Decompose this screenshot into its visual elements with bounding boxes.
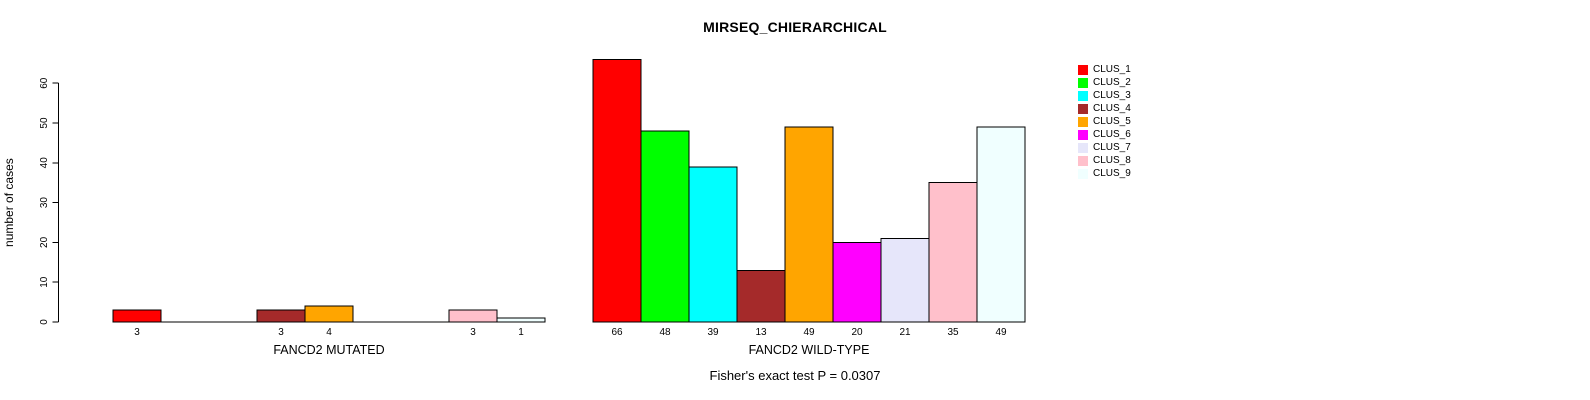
bar-value-label: 49 <box>995 327 1007 338</box>
legend-swatch <box>1078 116 1088 127</box>
y-tick-label: 60 <box>39 77 50 89</box>
legend-swatch <box>1078 129 1088 140</box>
y-tick-label: 30 <box>39 197 50 209</box>
bar-clus_9-group1 <box>496 317 546 323</box>
legend-label: CLUS_8 <box>1093 155 1131 166</box>
legend-swatch <box>1078 77 1088 88</box>
bar-value-label: 20 <box>851 327 863 338</box>
legend-label: CLUS_4 <box>1093 103 1131 114</box>
bar-clus_7-group2 <box>880 237 930 323</box>
y-tick-label: 0 <box>39 319 50 325</box>
bar-value-label: 66 <box>611 327 623 338</box>
legend-swatch <box>1078 142 1088 153</box>
bar-clus_2-group2 <box>640 130 690 323</box>
bar-clus_8-group1 <box>448 309 498 323</box>
bar-clus_4-group1 <box>256 309 306 323</box>
chart-title: MIRSEQ_CHIERARCHICAL <box>703 19 887 35</box>
legend-item: CLUS_7 <box>1078 141 1131 154</box>
legend-item: CLUS_4 <box>1078 102 1131 115</box>
legend-item: CLUS_1 <box>1078 63 1131 76</box>
bar-clus_9-group2 <box>976 126 1026 323</box>
legend-label: CLUS_5 <box>1093 116 1131 127</box>
bar-value-label: 3 <box>470 327 476 338</box>
fisher-test-annotation: Fisher's exact test P = 0.0307 <box>709 368 881 383</box>
group-label-1: FANCD2 MUTATED <box>273 343 384 357</box>
legend-label: CLUS_3 <box>1093 90 1131 101</box>
y-tick-label: 40 <box>39 157 50 169</box>
legend: CLUS_1 CLUS_2 CLUS_3 CLUS_4 CLUS_5 CLUS_6 CLUS… <box>1078 63 1131 180</box>
legend-swatch <box>1078 155 1088 166</box>
legend-item: CLUS_6 <box>1078 128 1131 141</box>
y-axis-label: number of cases <box>2 158 16 247</box>
group-label-2: FANCD2 WILD-TYPE <box>749 343 870 357</box>
bar-value-label: 21 <box>899 327 911 338</box>
bar-value-label: 39 <box>707 327 719 338</box>
legend-label: CLUS_7 <box>1093 142 1131 153</box>
bar-clus_1-group2 <box>592 58 642 323</box>
bar-clus_5-group2 <box>784 126 834 323</box>
bar-value-label: 35 <box>947 327 959 338</box>
legend-item: CLUS_8 <box>1078 154 1131 167</box>
bar-value-label: 3 <box>134 327 140 338</box>
legend-label: CLUS_6 <box>1093 129 1131 140</box>
bar-value-label: 4 <box>326 327 332 338</box>
legend-item: CLUS_9 <box>1078 167 1131 180</box>
legend-label: CLUS_2 <box>1093 77 1131 88</box>
bar-value-label: 3 <box>278 327 284 338</box>
bar-clus_6-group2 <box>832 241 882 323</box>
bar-clus_8-group2 <box>928 182 978 323</box>
bar-value-label: 49 <box>803 327 815 338</box>
bar-clus_1-group1 <box>112 309 162 323</box>
legend-label: CLUS_1 <box>1093 64 1131 75</box>
y-tick-label: 10 <box>39 276 50 288</box>
legend-item: CLUS_3 <box>1078 89 1131 102</box>
y-tick-label: 50 <box>39 117 50 129</box>
legend-swatch <box>1078 168 1088 179</box>
legend-swatch <box>1078 90 1088 101</box>
bar-value-label: 48 <box>659 327 671 338</box>
bar-clus_4-group2 <box>736 269 786 323</box>
legend-item: CLUS_2 <box>1078 76 1131 89</box>
legend-swatch <box>1078 103 1088 114</box>
bar-value-label: 13 <box>755 327 767 338</box>
legend-swatch <box>1078 64 1088 75</box>
bar-clus_5-group1 <box>304 305 354 323</box>
y-tick-label: 20 <box>39 236 50 248</box>
bar-value-label: 1 <box>518 327 524 338</box>
legend-label: CLUS_9 <box>1093 168 1131 179</box>
bar-clus_3-group2 <box>688 166 738 323</box>
legend-item: CLUS_5 <box>1078 115 1131 128</box>
